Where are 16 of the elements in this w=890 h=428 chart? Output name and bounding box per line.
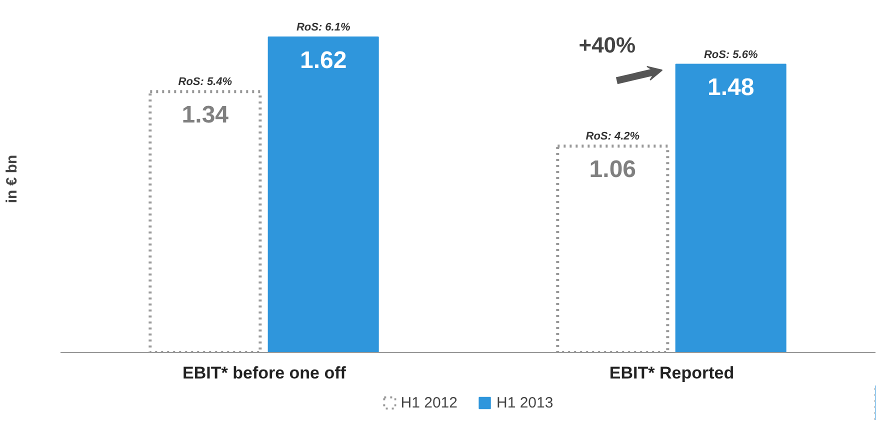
data-label: 1.06: [589, 156, 636, 183]
y-axis-title: in € bn: [4, 154, 20, 204]
bar: [675, 64, 786, 352]
annotation: RoS: 6.1%: [296, 22, 350, 34]
legend-label: H1 2012: [400, 394, 458, 411]
x-tick-label: EBIT* before one off: [182, 364, 346, 382]
bar: [268, 36, 379, 352]
annotation: RoS: 5.6%: [704, 48, 758, 61]
data-label: 1.34: [182, 101, 230, 128]
data-label: 1.62: [300, 46, 347, 74]
legend-label: H1 2013: [496, 394, 554, 411]
annotation: +40%: [578, 32, 636, 58]
annotation: RoS: 5.4%: [178, 76, 232, 88]
x-tick-label: EBIT* Reported: [609, 364, 734, 382]
data-label: 1.48: [707, 74, 754, 102]
annotation: RoS: 4.2%: [586, 130, 640, 143]
